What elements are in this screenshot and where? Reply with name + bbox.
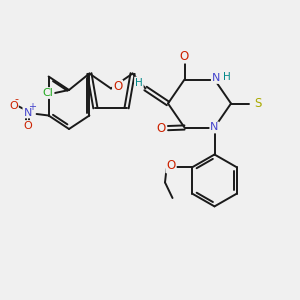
Text: -: - xyxy=(14,94,19,104)
Text: H: H xyxy=(223,71,231,82)
Text: Cl: Cl xyxy=(43,88,53,98)
Text: O: O xyxy=(113,80,122,94)
Text: H: H xyxy=(135,77,143,88)
Text: N: N xyxy=(23,107,32,118)
Text: O: O xyxy=(180,50,189,63)
Text: N: N xyxy=(212,73,220,83)
Text: O: O xyxy=(167,159,176,172)
Text: O: O xyxy=(9,100,18,111)
Text: S: S xyxy=(254,97,262,110)
Text: N: N xyxy=(210,122,219,133)
Text: +: + xyxy=(28,101,36,112)
Text: O: O xyxy=(157,122,166,135)
Text: O: O xyxy=(23,121,32,131)
